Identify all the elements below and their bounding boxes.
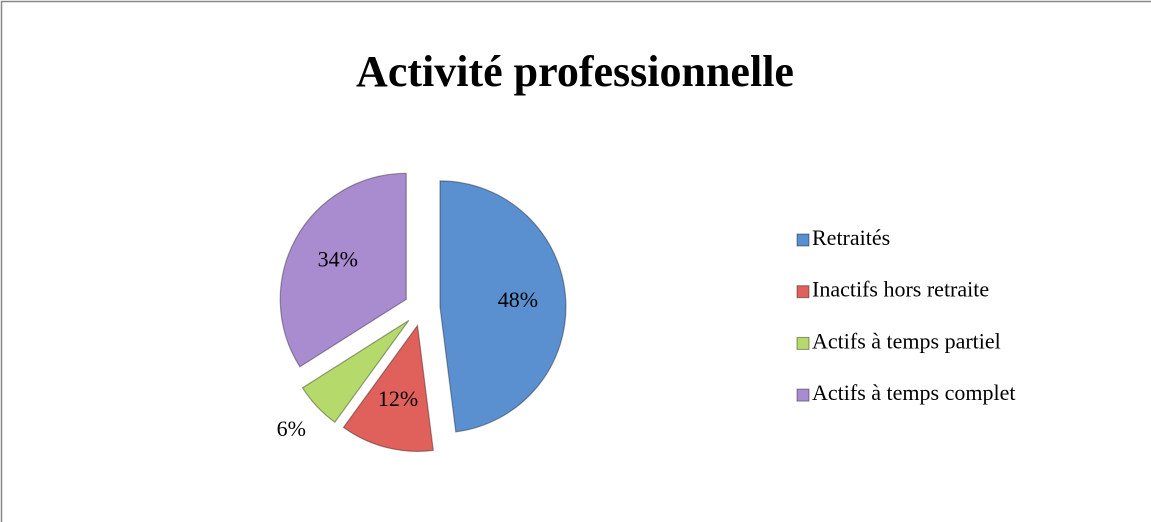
legend-label: Retraités: [812, 225, 890, 250]
legend-label: Actifs à temps partiel: [812, 328, 1001, 353]
pie-slice: [301, 319, 410, 424]
pie-slice: [439, 180, 567, 433]
legend-swatch: [796, 285, 810, 299]
data-label: 12%: [378, 386, 418, 411]
legend-swatch: [796, 233, 810, 247]
legend-label: Actifs à temps complet: [812, 380, 1015, 405]
data-label: 48%: [498, 287, 538, 312]
chart-title: Activité professionnelle: [356, 47, 794, 96]
data-label: 34%: [318, 247, 358, 272]
legend-swatch: [796, 336, 810, 350]
legend-label: Inactifs hors retraite: [812, 277, 989, 302]
legend-swatch: [796, 388, 810, 402]
pie-slice: [342, 323, 434, 453]
pie-slice: [279, 172, 407, 368]
data-label: 6%: [277, 416, 306, 441]
